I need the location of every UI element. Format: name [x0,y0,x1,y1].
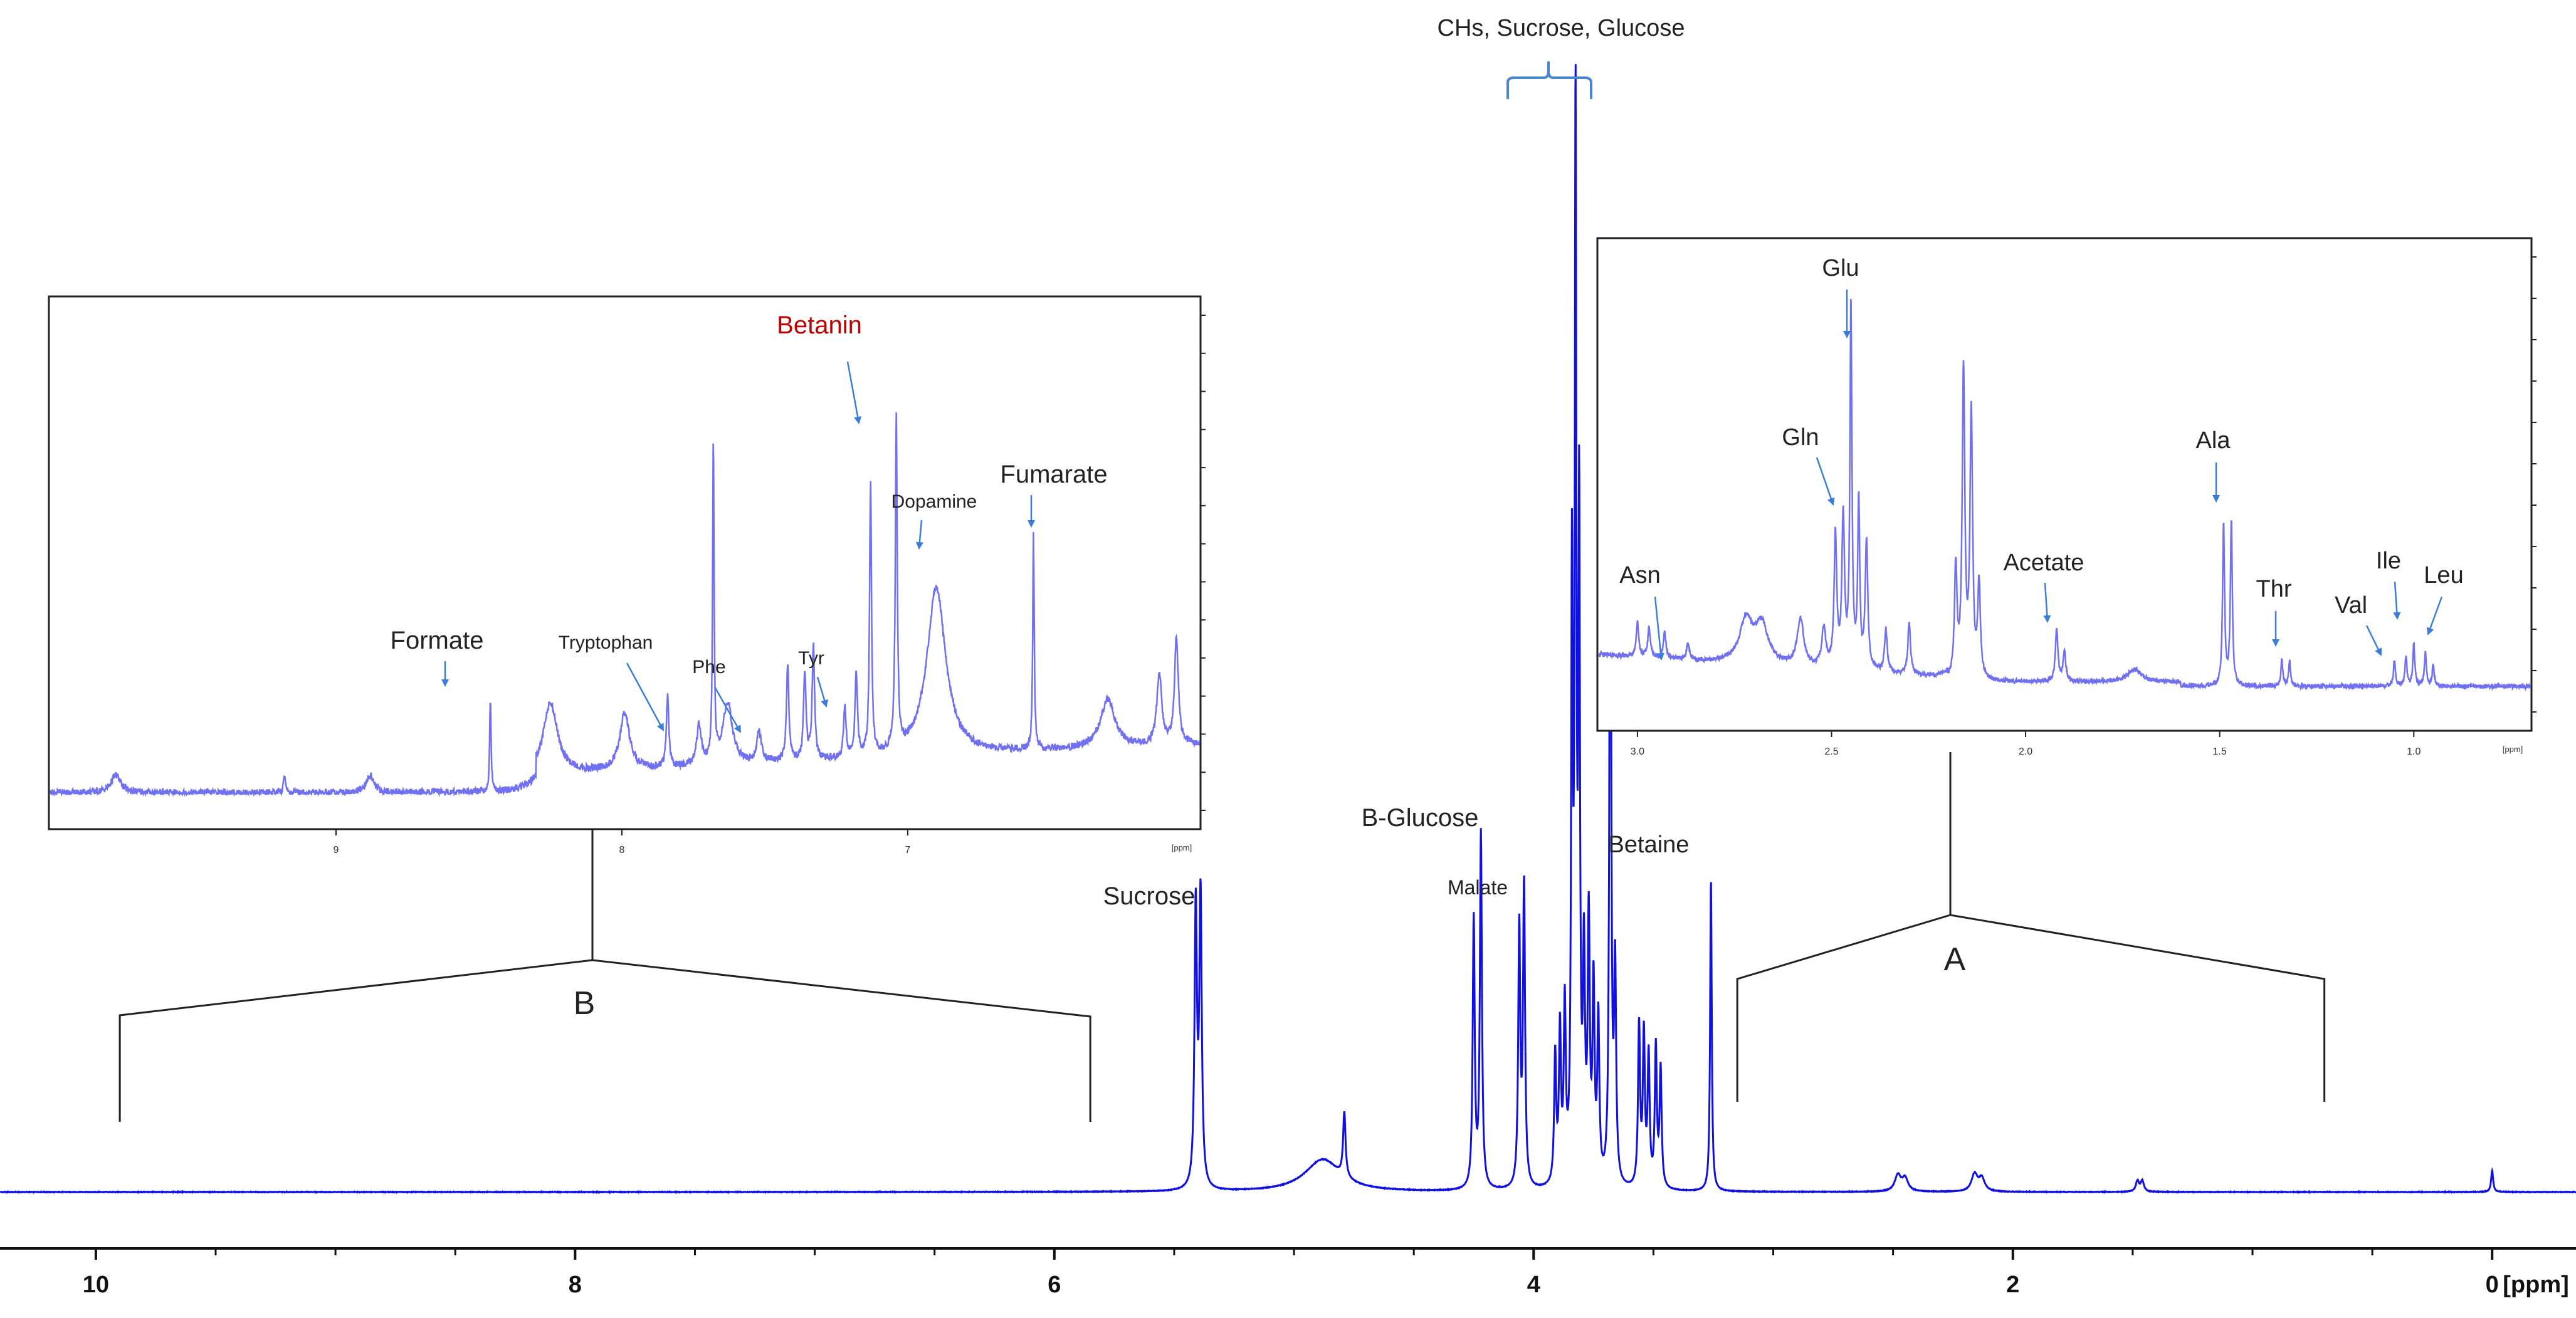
inset-x-tick-label: 9 [334,845,339,855]
annotation-arrow-head [1028,520,1035,528]
annotation-arrow-shaft [626,662,665,731]
annotation-arrow-head [1827,497,1835,506]
annotation-arrow-head [2375,647,2382,656]
inset-peak-annotation: Formate [391,627,484,654]
region-a-bracket [1736,914,2326,1102]
inset-x-unit-label: [ppm] [2503,745,2523,754]
main-x-tick-label: 4 [1527,1272,1540,1298]
inset-x-tick-label: 8 [619,845,624,855]
annotation-arrow-shaft [1816,457,1834,505]
inset-peak-annotation: Leu [2424,562,2463,588]
region-a-label: A [1944,941,1966,978]
inset-a-aliphatic-region: 3.0 2.5 2.0 1.5 1.0 [ppm] Glu Gln Asn Acetate Ala T… [1596,237,2537,757]
annotation-arrow-head [915,541,923,550]
annotation-arrow-head [2272,639,2279,647]
main-peak-annotation: Sucrose [1103,882,1196,910]
annotation-arrow-head [1843,331,1851,338]
annotation-arrow-head [2393,612,2401,620]
inset-frame [48,295,1202,830]
inset-frame [1596,237,2533,732]
main-x-tick-label: 0 [2486,1272,2499,1298]
main-spectrum-line [0,64,2576,1195]
annotation-arrow-shaft [846,361,860,424]
chs-bracket [1506,61,1592,99]
annotation-arrow-head [733,724,741,733]
region-b-label: B [574,985,596,1022]
inset-peak-annotation: Tryptophan [559,632,653,653]
annotation-arrow-head [2043,615,2051,623]
inset-x-tick-label: 1.5 [2213,746,2227,757]
annotation-arrow-shaft [713,686,742,733]
inset-x-tick-label: 1.0 [2407,746,2421,757]
annotation-arrow-head [1657,652,1664,661]
inset-x-tick-label: 3.0 [1631,746,1644,757]
inset-peak-annotation: Acetate [2004,550,2084,576]
inset-peak-annotation: Fumarate [1000,461,1107,488]
inset-peak-annotation: Asn [1619,562,1660,588]
inset-x-tick-label: 2.5 [1824,746,1838,757]
inset-spectrum-line [49,412,1201,797]
annotation-arrow-shaft [2044,582,2049,622]
inset-peak-annotation: Tyr [798,648,824,669]
inset-peak-annotation: Ala [2196,427,2231,454]
annotation-arrow-head [2212,495,2220,503]
inset-peak-annotation: Glu [1822,255,1859,281]
main-peak-annotation: CHs, Sucrose, Glucose [1438,15,1685,41]
inset-peak-annotation: Betanin [777,311,862,339]
inset-x-tick-label: 7 [905,845,910,855]
region-b-bracket [118,959,1091,1122]
inset-peak-annotation: Dopamine [891,491,977,512]
annotation-arrow-head [854,416,862,424]
main-spectrum-plot: 10 8 6 4 2 0 [ppm]CHs, Sucrose, GlucoseSucrose… [0,15,2576,1298]
annotation-arrow-head [441,679,449,687]
inset-peak-annotation: Thr [2256,576,2292,602]
main-peak-annotation: Betaine [1609,832,1690,858]
main-x-unit-label: [ppm] [2503,1272,2569,1298]
inset-x-tick-label: 2.0 [2019,746,2032,757]
annotation-arrow-head [821,699,828,708]
annotation-arrow-shaft [1654,596,1663,660]
inset-peak-annotation: Gln [1782,424,1819,451]
main-x-tick-label: 8 [569,1272,582,1298]
inset-x-unit-label: [ppm] [1172,843,1192,852]
main-x-tick-label: 10 [83,1272,109,1298]
inset-peak-annotation: Val [2335,592,2367,619]
main-peak-annotation: Malate [1448,876,1508,899]
inset-peak-annotation: Ile [2376,548,2401,574]
main-peak-annotation: B-Glucose [1362,804,1479,832]
inset-b-aromatic-region: 9 8 7 [ppm] Formate Tryptophan Phe Tyr Betanin Do… [48,295,1206,855]
main-x-tick-label: 2 [2006,1272,2019,1298]
annotation-arrow-head [656,723,664,731]
main-x-tick-label: 6 [1048,1272,1061,1298]
annotation-arrow-shaft [2427,596,2443,635]
annotation-arrow-head [2426,627,2434,635]
inset-peak-annotation: Phe [692,657,725,677]
inset-spectrum-line [1598,298,2531,692]
